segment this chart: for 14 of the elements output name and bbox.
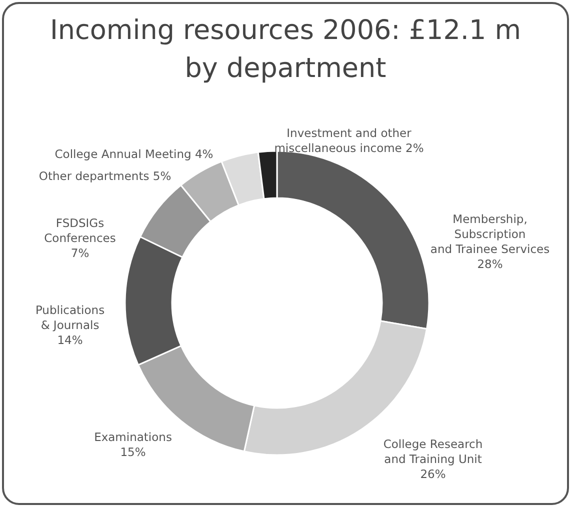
slice-label: FSDSIGs Conferences bbox=[44, 216, 116, 245]
data-label: 26% bbox=[420, 467, 446, 481]
slice-label: Examinations bbox=[94, 430, 172, 444]
data-label: 14% bbox=[57, 333, 83, 347]
slice-label: College Research and Training Unit bbox=[383, 437, 483, 466]
slice-label: Publications & Journals bbox=[35, 303, 105, 332]
data-label: 15% bbox=[120, 445, 146, 459]
data-label: 28% bbox=[477, 257, 503, 271]
slice-label: Investment and other miscellaneous income 2% bbox=[274, 126, 424, 155]
chart-title: Incoming resources 2006: £12.1 m by department bbox=[50, 15, 522, 84]
slice-label: Membership, Subscription and Trainee Services bbox=[430, 212, 550, 256]
data-label: 7% bbox=[70, 246, 90, 260]
slice-label: Other departments 5% bbox=[38, 169, 172, 183]
slice-label: College Annual Meeting 4% bbox=[54, 147, 214, 161]
